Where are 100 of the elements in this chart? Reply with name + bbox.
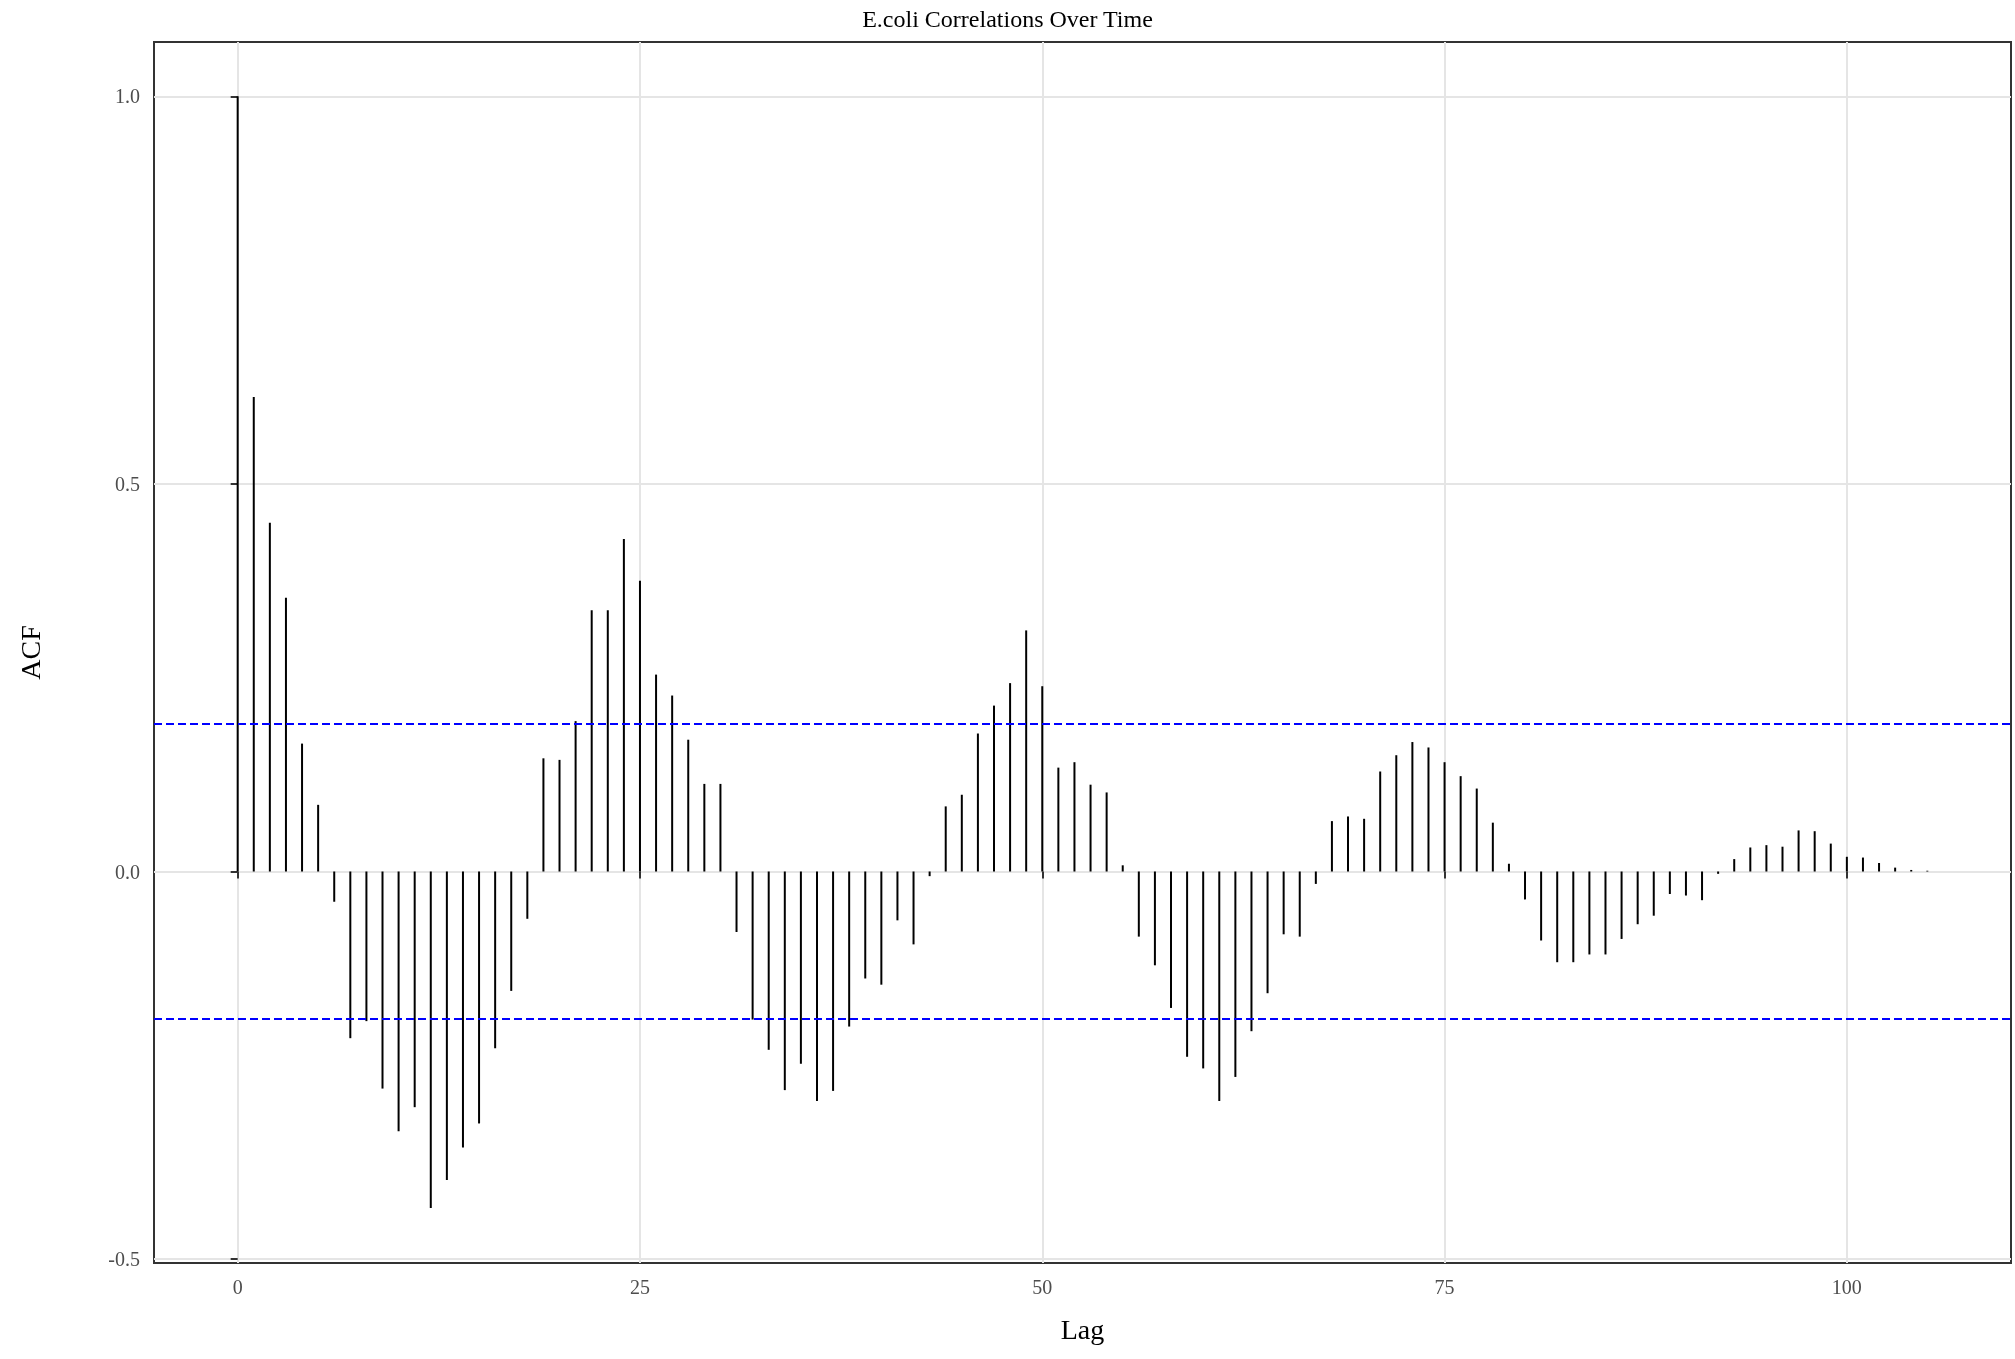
bar	[1266, 871, 1269, 994]
bar	[783, 871, 786, 1091]
bar	[429, 871, 432, 1208]
bar	[413, 871, 416, 1108]
bar	[1153, 871, 1156, 966]
bar	[751, 871, 754, 1020]
bar	[944, 806, 947, 872]
bar	[510, 871, 513, 991]
bar	[880, 871, 883, 985]
bar	[1604, 871, 1607, 955]
bar	[1009, 683, 1012, 872]
x-axis-title: Lag	[1060, 1313, 1105, 1345]
bar	[1475, 788, 1478, 872]
bar	[1186, 871, 1189, 1057]
bar	[1218, 871, 1221, 1101]
bar	[1829, 843, 1832, 872]
bar	[478, 871, 481, 1124]
bar	[1089, 784, 1092, 872]
x-tick-label: 100	[1831, 1276, 1862, 1298]
y-tick-label: -0.5	[108, 1248, 140, 1271]
bar	[960, 794, 963, 872]
bar	[1765, 845, 1768, 872]
bar	[301, 743, 304, 872]
bar	[1588, 871, 1591, 955]
bar	[976, 733, 979, 872]
bar	[1636, 871, 1639, 925]
bar	[1298, 871, 1301, 937]
bar	[1781, 846, 1784, 872]
bar	[638, 580, 641, 872]
bar	[317, 804, 320, 872]
bar	[526, 871, 529, 919]
y-axis-title: ACF	[14, 625, 46, 680]
bar	[1540, 871, 1543, 941]
bar	[992, 705, 995, 872]
bar	[1507, 863, 1510, 872]
bar	[767, 871, 770, 1050]
bar	[655, 674, 658, 872]
bar	[1459, 776, 1462, 872]
bar	[349, 871, 352, 1039]
bar	[1427, 747, 1430, 872]
bar	[1894, 867, 1897, 872]
bar	[1572, 871, 1575, 963]
bar	[494, 871, 497, 1049]
bar	[236, 96, 239, 872]
bar	[622, 538, 625, 872]
bar	[896, 871, 899, 921]
bar	[1137, 871, 1140, 937]
bar	[1443, 762, 1446, 872]
bar	[1395, 755, 1398, 872]
y-tick-label: 0.0	[115, 860, 140, 883]
bar	[1861, 857, 1864, 872]
bar	[1733, 859, 1736, 872]
bar	[1025, 630, 1028, 872]
y-tick-label: 0.5	[115, 472, 140, 495]
bar	[1556, 871, 1559, 963]
bar	[252, 397, 255, 872]
bar	[1170, 871, 1173, 1008]
chart-title: E.coli Correlations Over Time	[862, 6, 1153, 32]
bar	[1797, 830, 1800, 872]
bar	[606, 610, 609, 872]
bar	[1250, 871, 1253, 1032]
bar	[1330, 821, 1333, 872]
bar	[687, 739, 690, 872]
bar	[1041, 686, 1044, 872]
bar	[1314, 871, 1317, 884]
bar	[1620, 871, 1623, 939]
x-tick-label: 75	[1434, 1276, 1455, 1298]
bar	[1073, 762, 1076, 872]
y-tick-label: 1.0	[115, 85, 140, 108]
bar	[815, 871, 818, 1101]
bar	[333, 871, 336, 902]
bar	[1701, 871, 1704, 901]
bar	[799, 871, 802, 1064]
bar	[1749, 847, 1752, 872]
bar	[1282, 871, 1285, 935]
bar	[1684, 871, 1687, 896]
bar	[1491, 822, 1494, 872]
bar	[1668, 871, 1671, 894]
bar	[574, 721, 577, 872]
bar	[1813, 831, 1816, 872]
bar	[1347, 816, 1350, 872]
bar	[1411, 742, 1414, 872]
bar	[268, 522, 271, 872]
bar	[558, 759, 561, 872]
bar	[365, 871, 368, 1022]
bar	[912, 871, 915, 945]
bar	[1652, 871, 1655, 916]
bar	[864, 871, 867, 979]
bar	[832, 871, 835, 1091]
bar	[1105, 792, 1108, 872]
bar	[542, 758, 545, 872]
bar	[397, 871, 400, 1132]
bar	[703, 783, 706, 872]
bar	[1379, 771, 1382, 872]
x-tick-label: 50	[1032, 1276, 1053, 1298]
bar	[1845, 856, 1848, 872]
x-tick-label: 0	[232, 1276, 243, 1298]
bar	[1524, 871, 1527, 900]
bar	[735, 871, 738, 932]
bar	[284, 597, 287, 872]
